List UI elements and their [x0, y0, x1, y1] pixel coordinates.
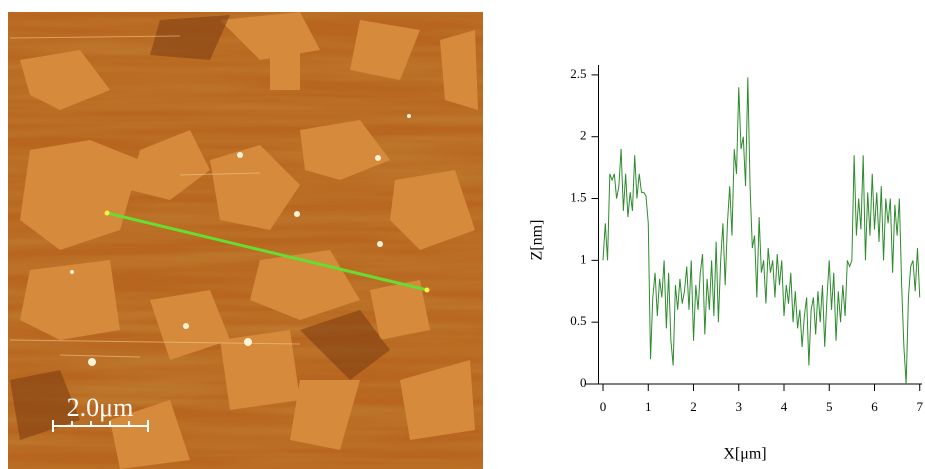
- x-tick-label: 6: [871, 399, 878, 414]
- x-tick-label: 2: [690, 399, 697, 414]
- x-tick-label: 0: [600, 399, 607, 414]
- y-tick-label: 0.5: [570, 313, 586, 328]
- x-tick-label: 5: [826, 399, 833, 414]
- x-tick-label: 3: [736, 399, 743, 414]
- y-tick-label: 1: [580, 251, 587, 266]
- y-tick-label: 0: [580, 375, 587, 390]
- x-axis-label: X[μm]: [723, 446, 766, 463]
- profile-chart: X[μm] Z[nm] 0 0.5 1 1.5 2 2.5 0 1 2 3 4 5 6 7: [529, 65, 923, 463]
- x-tick-label: 4: [781, 399, 788, 414]
- scale-bar-label: 2.0μm: [67, 393, 134, 422]
- y-axis-label: Z[nm]: [529, 220, 546, 261]
- x-tick-label: 1: [645, 399, 652, 414]
- y-tick-label: 2.5: [570, 66, 586, 81]
- afm-image: 2.0μm: [8, 12, 483, 469]
- profile-line: [602, 77, 921, 385]
- y-tick-label: 2: [580, 128, 587, 143]
- y-tick-label: 1.5: [570, 190, 586, 205]
- x-tick-label: 7: [916, 399, 923, 414]
